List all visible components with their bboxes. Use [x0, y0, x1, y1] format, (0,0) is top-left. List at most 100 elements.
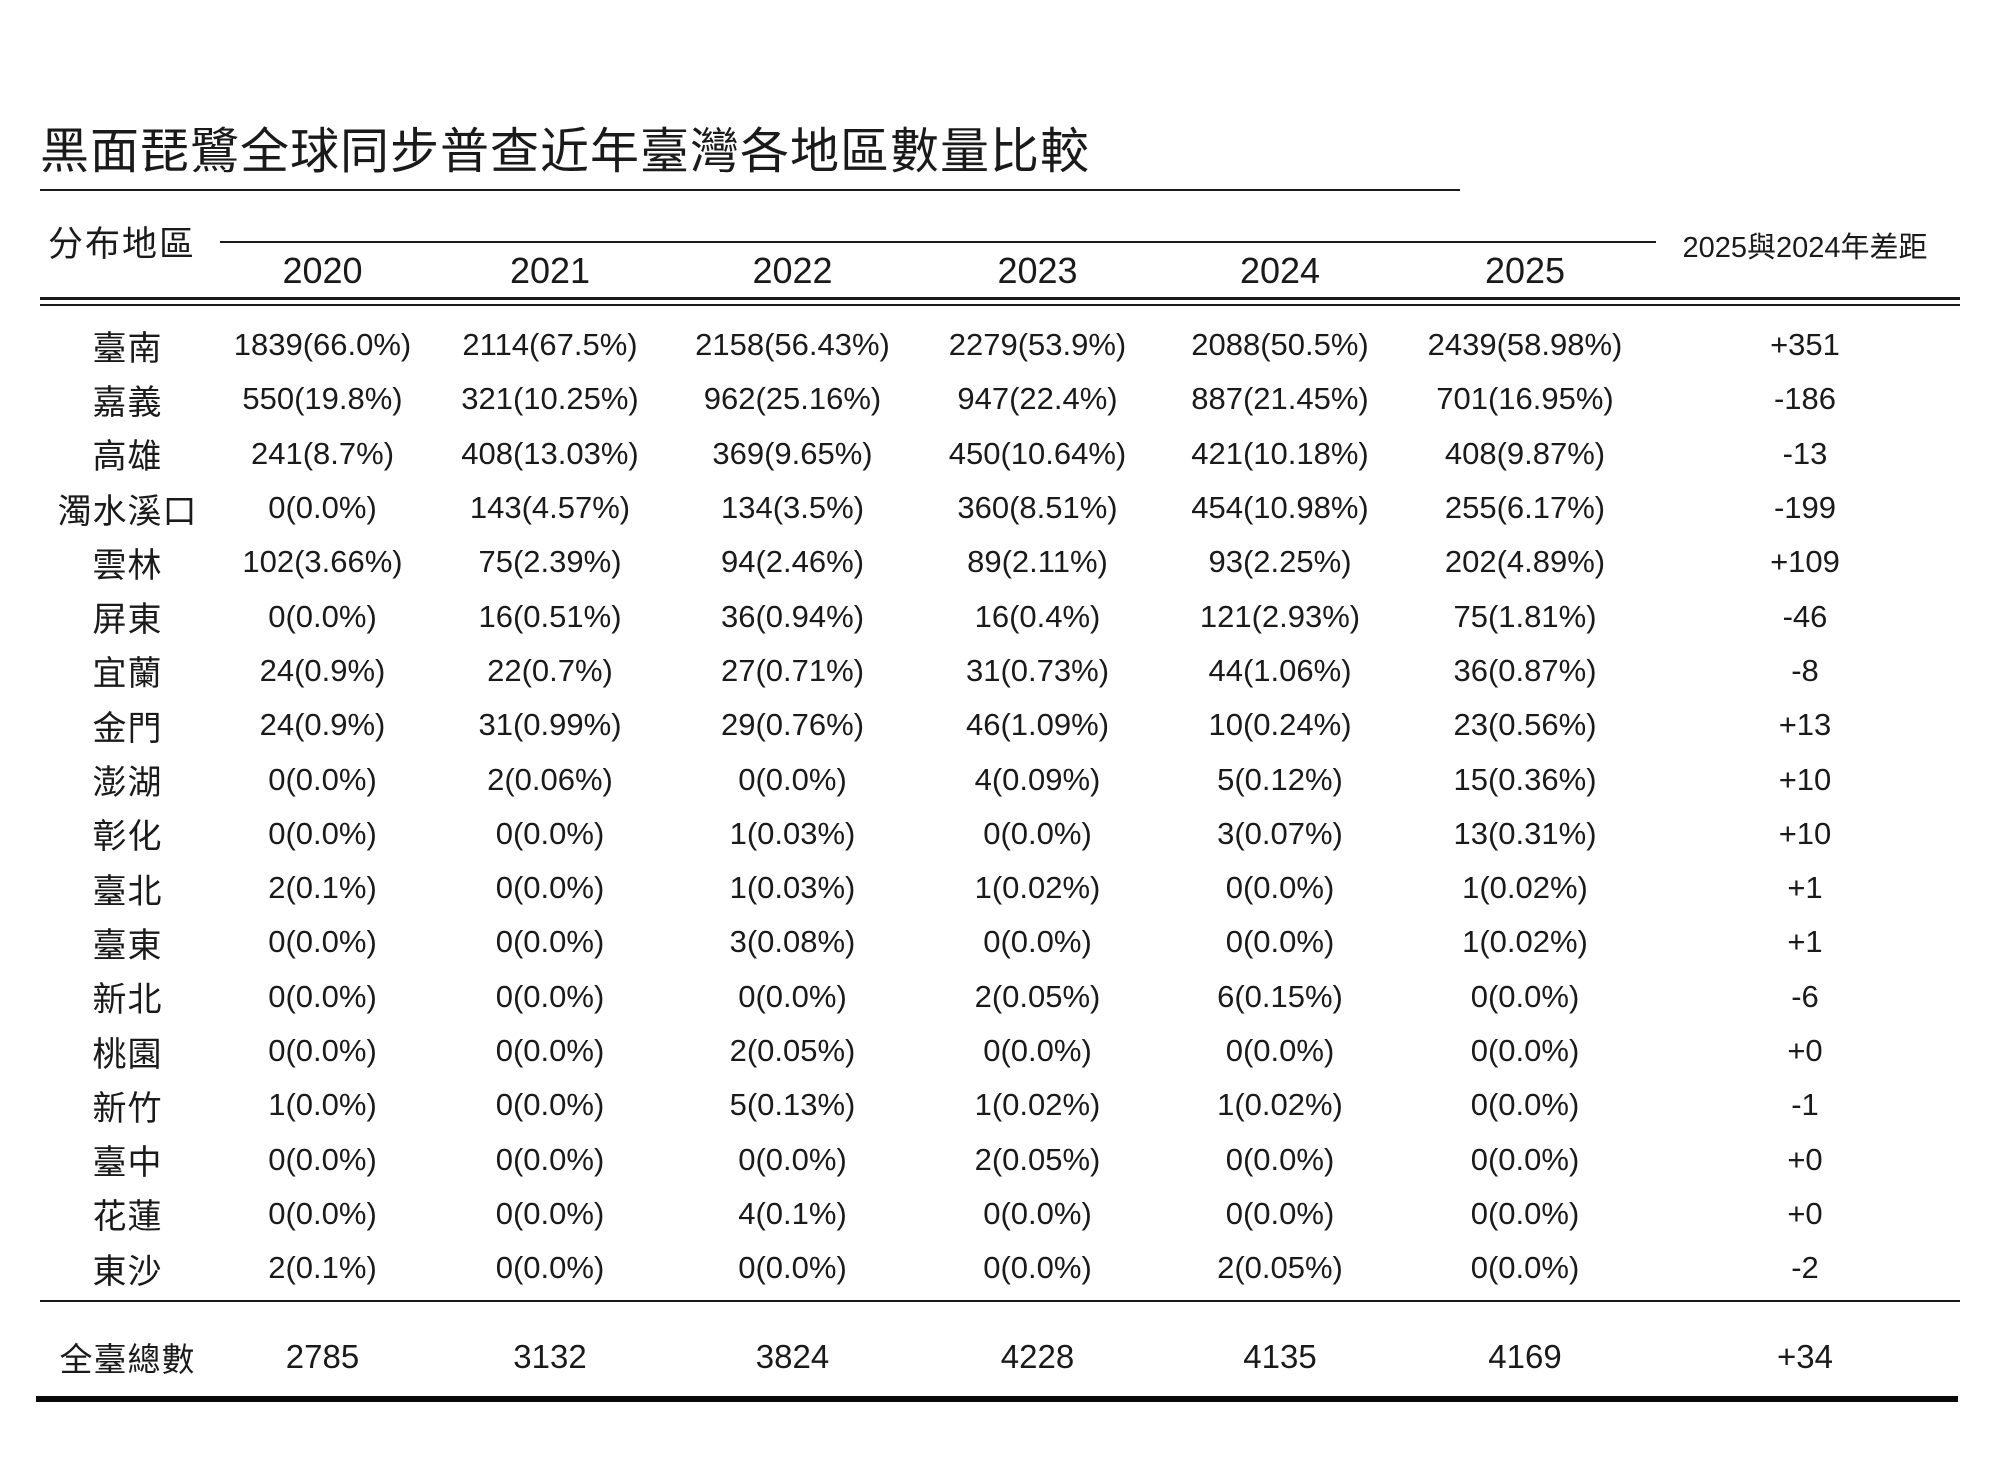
value-cell: 550(19.8%): [242, 381, 403, 417]
diff-cell: -13: [1782, 435, 1828, 471]
value-cell: 2(0.06%): [487, 761, 613, 797]
value-cell: 36(0.87%): [1453, 652, 1597, 688]
value-cell: 1(0.02%): [974, 870, 1101, 906]
value-cell: 0(0.0%): [983, 1250, 1092, 1286]
region-cell: 雲林: [92, 546, 163, 585]
table-row: 雲林 102(3.66%) 75(2.39%) 94(2.46%) 89(2.11%) 9…: [40, 535, 1960, 589]
value-cell: 0(0.0%): [1470, 978, 1580, 1014]
value-cell: 3(0.07%): [1217, 815, 1343, 851]
value-cell: 0(0.0%): [983, 1033, 1092, 1068]
total-value: 2785: [285, 1338, 360, 1375]
value-cell: 1(0.02%): [1217, 1087, 1343, 1123]
value-cell: 24(0.9%): [259, 707, 386, 743]
diff-column-header: 2025與2024年差距: [1682, 232, 1928, 264]
value-cell: 0(0.0%): [268, 924, 377, 960]
diff-cell: -2: [1791, 1250, 1819, 1286]
value-cell: 202(4.89%): [1444, 544, 1606, 580]
value-cell: 0(0.0%): [738, 978, 847, 1014]
value-cell: 102(3.66%): [242, 544, 403, 580]
total-value: 3824: [755, 1338, 830, 1375]
value-cell: 0(0.0%): [1225, 1141, 1335, 1177]
value-cell: 0(0.0%): [1470, 1141, 1580, 1177]
value-cell: 450(10.64%): [948, 435, 1127, 471]
value-cell: 962(25.16%): [703, 381, 882, 417]
region-cell: 宜蘭: [92, 655, 163, 694]
title-underline: [40, 189, 1460, 191]
value-cell: 1(0.02%): [1462, 924, 1588, 960]
table-row: 金門 24(0.9%) 31(0.99%) 29(0.76%) 46(1.09%) 10(…: [40, 698, 1960, 752]
year-header-2023: 2023: [997, 250, 1078, 291]
value-cell: 421(10.18%): [1191, 435, 1369, 471]
value-cell: 22(0.7%): [487, 652, 613, 688]
region-cell: 臺南: [92, 329, 163, 368]
value-cell: 0(0.0%): [1470, 1033, 1580, 1068]
value-cell: 0(0.0%): [983, 815, 1092, 851]
value-cell: 0(0.0%): [268, 978, 377, 1014]
region-cell: 澎湖: [92, 764, 163, 803]
bottom-border-line: [36, 1396, 1958, 1402]
table-row: 新竹 1(0.0%) 0(0.0%) 5(0.13%) 1(0.02%) 1(0.02%)…: [40, 1078, 1960, 1132]
region-cell: 彰化: [92, 818, 163, 857]
value-cell: 0(0.0%): [495, 815, 605, 851]
total-value: 3132: [513, 1338, 587, 1375]
diff-cell: +1: [1787, 870, 1823, 906]
value-cell: 10(0.24%): [1208, 707, 1352, 743]
value-cell: 0(0.0%): [495, 870, 605, 906]
value-cell: 0(0.0%): [268, 815, 377, 851]
year-header-2020: 2020: [282, 250, 363, 291]
region-cell: 東沙: [92, 1252, 163, 1291]
value-cell: 2279(53.9%): [948, 327, 1127, 363]
value-cell: 1(0.0%): [268, 1087, 377, 1123]
year-header-2022: 2022: [752, 250, 833, 291]
region-cell: 臺北: [92, 872, 163, 911]
value-cell: 701(16.95%): [1436, 381, 1614, 417]
value-cell: 3(0.08%): [729, 924, 856, 960]
value-cell: 75(2.39%): [478, 544, 622, 580]
total-label: 全臺總數: [59, 1341, 196, 1378]
value-cell: 121(2.93%): [1199, 598, 1361, 634]
value-cell: 255(6.17%): [1444, 490, 1606, 526]
table-row: 宜蘭 24(0.9%) 22(0.7%) 27(0.71%) 31(0.73%) 44(1…: [40, 644, 1960, 698]
value-cell: 0(0.0%): [268, 490, 377, 526]
diff-cell: +0: [1787, 1141, 1823, 1177]
value-cell: 16(0.4%): [974, 598, 1101, 634]
header-double-rule-top: [40, 297, 1960, 300]
value-cell: 93(2.25%): [1208, 544, 1352, 580]
value-cell: 0(0.0%): [268, 761, 377, 797]
region-cell: 濁水溪口: [57, 492, 198, 531]
value-cell: 1839(66.0%): [233, 327, 412, 363]
table-row: 花蓮 0(0.0%) 0(0.0%) 4(0.1%) 0(0.0%) 0(0.0%) 0(0…: [40, 1187, 1960, 1241]
value-cell: 0(0.0%): [495, 978, 605, 1014]
value-cell: 0(0.0%): [738, 1141, 847, 1177]
total-value: 4228: [1000, 1338, 1075, 1375]
value-cell: 44(1.06%): [1208, 652, 1352, 688]
value-cell: 1(0.03%): [729, 870, 856, 906]
value-cell: 0(0.0%): [495, 1033, 605, 1068]
table-row: 澎湖 0(0.0%) 2(0.06%) 0(0.0%) 4(0.09%) 5(0.12%)…: [40, 752, 1960, 806]
value-cell: 0(0.0%): [1470, 1250, 1580, 1286]
value-cell: 27(0.71%): [720, 652, 865, 688]
diff-cell: +10: [1778, 815, 1832, 851]
value-cell: 5(0.12%): [1217, 761, 1343, 797]
diff-cell: +109: [1770, 544, 1840, 580]
diff-cell: +13: [1778, 707, 1832, 743]
region-cell: 花蓮: [92, 1198, 163, 1237]
table-body: 臺南 1839(66.0%) 2114(67.5%) 2158(56.43%) 2279…: [40, 318, 1960, 1295]
value-cell: 89(2.11%): [967, 544, 1108, 580]
value-cell: 0(0.0%): [738, 1250, 847, 1286]
value-cell: 2(0.05%): [1217, 1250, 1343, 1286]
diff-cell: -8: [1791, 652, 1819, 688]
diff-cell: +10: [1778, 761, 1832, 797]
value-cell: 0(0.0%): [495, 1250, 605, 1286]
value-cell: 2(0.05%): [974, 1141, 1101, 1177]
value-cell: 0(0.0%): [268, 598, 377, 634]
value-cell: 1(0.03%): [729, 815, 856, 851]
table-row: 臺南 1839(66.0%) 2114(67.5%) 2158(56.43%) 2279…: [40, 318, 1960, 372]
value-cell: 0(0.0%): [983, 924, 1092, 960]
value-cell: 321(10.25%): [461, 381, 639, 417]
value-cell: 0(0.0%): [1470, 1087, 1580, 1123]
value-cell: 24(0.9%): [259, 652, 386, 688]
value-cell: 454(10.98%): [1191, 490, 1369, 526]
region-cell: 臺東: [92, 926, 163, 965]
value-cell: 0(0.0%): [268, 1141, 377, 1177]
